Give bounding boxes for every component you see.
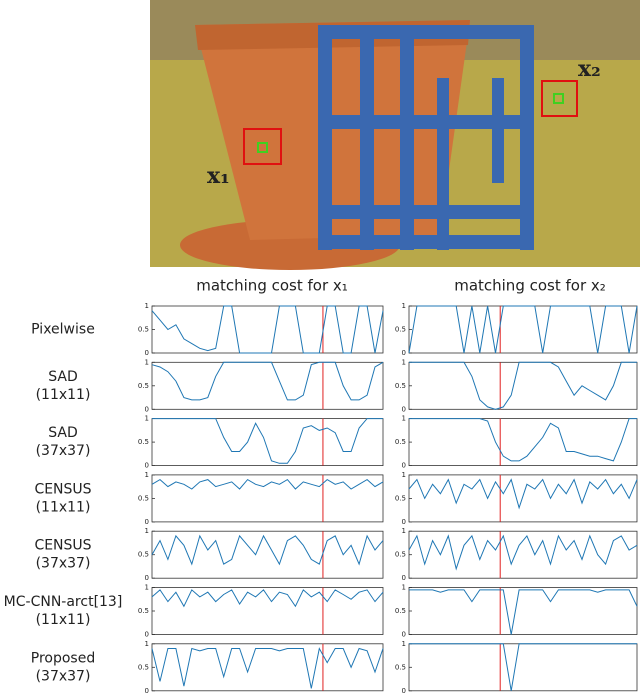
cost-curve bbox=[409, 418, 637, 462]
y-tick-label: 0.5 bbox=[395, 551, 406, 559]
plot-frame bbox=[151, 474, 384, 523]
row-label: Proposed bbox=[31, 650, 95, 666]
y-tick-label: 1 bbox=[145, 358, 149, 366]
y-tick-label: 0.5 bbox=[138, 663, 149, 671]
y-tick-label: 0 bbox=[145, 462, 149, 470]
plot-frame bbox=[408, 530, 638, 579]
y-tick-label: 0 bbox=[145, 518, 149, 526]
y-tick-label: 0.5 bbox=[395, 494, 406, 502]
cost-curve bbox=[151, 361, 384, 401]
y-tick-label: 0.5 bbox=[395, 326, 406, 334]
plot-frame bbox=[151, 530, 384, 579]
cost-curve bbox=[409, 643, 637, 691]
y-tick-label: 0.5 bbox=[138, 382, 149, 390]
plot-frame bbox=[408, 474, 638, 523]
y-tick-label: 0.5 bbox=[138, 326, 149, 334]
y-tick-label: 1 bbox=[402, 527, 406, 535]
y-tick-label: 0.5 bbox=[395, 382, 406, 390]
plot-frame bbox=[151, 361, 384, 410]
cost-curve bbox=[151, 478, 384, 490]
cost-curve bbox=[408, 305, 638, 354]
y-tick-label: 0 bbox=[145, 631, 149, 639]
row-label: (11x11) bbox=[36, 499, 91, 515]
y-tick-label: 1 bbox=[402, 471, 406, 479]
y-tick-label: 1 bbox=[145, 302, 149, 310]
y-tick-label: 1 bbox=[402, 640, 406, 648]
cost-curve bbox=[409, 589, 638, 635]
cost-curve bbox=[151, 305, 384, 354]
row-label: SAD bbox=[48, 369, 78, 385]
row-label: MC-CNN-arct[13] bbox=[4, 594, 123, 610]
row-label: (11x11) bbox=[36, 387, 91, 403]
y-tick-label: 1 bbox=[145, 527, 149, 535]
plot-frame bbox=[151, 418, 384, 467]
y-tick-label: 0 bbox=[402, 687, 406, 695]
row-label: (37x37) bbox=[36, 668, 91, 684]
row-label: Pixelwise bbox=[31, 322, 95, 338]
y-tick-label: 0.5 bbox=[138, 438, 149, 446]
plot-frame bbox=[151, 643, 384, 692]
row-label: CENSUS bbox=[34, 481, 91, 497]
y-tick-label: 0.5 bbox=[395, 607, 406, 615]
y-tick-label: 0 bbox=[145, 574, 149, 582]
photo-label: x₂ bbox=[578, 56, 601, 82]
y-tick-label: 0 bbox=[145, 349, 149, 357]
column-header: matching cost for x₁ bbox=[196, 277, 348, 295]
y-tick-label: 0.5 bbox=[395, 663, 406, 671]
y-tick-label: 0.5 bbox=[138, 607, 149, 615]
y-tick-label: 0 bbox=[402, 462, 406, 470]
plot-frame bbox=[151, 305, 384, 354]
cost-curve bbox=[151, 647, 384, 689]
cost-curve bbox=[408, 478, 638, 510]
cost-curve bbox=[151, 589, 384, 608]
plot-frame bbox=[408, 587, 638, 635]
plot-frame bbox=[408, 305, 638, 354]
y-tick-label: 1 bbox=[145, 471, 149, 479]
y-tick-label: 1 bbox=[402, 302, 406, 310]
y-tick-label: 0 bbox=[402, 574, 406, 582]
y-tick-label: 1 bbox=[402, 358, 406, 366]
y-tick-label: 1 bbox=[145, 415, 149, 423]
plot-frame bbox=[408, 361, 638, 410]
y-tick-label: 0.5 bbox=[138, 551, 149, 559]
y-tick-label: 0 bbox=[402, 349, 406, 357]
row-label: CENSUS bbox=[34, 538, 91, 554]
row-label: (11x11) bbox=[36, 612, 91, 628]
y-tick-label: 0 bbox=[402, 631, 406, 639]
y-tick-label: 0 bbox=[402, 405, 406, 413]
row-label: SAD bbox=[48, 425, 78, 441]
y-tick-label: 1 bbox=[402, 584, 406, 592]
cost-curve bbox=[151, 534, 384, 566]
y-tick-label: 1 bbox=[145, 640, 149, 648]
column-header: matching cost for x₂ bbox=[454, 277, 606, 295]
y-tick-label: 0 bbox=[402, 518, 406, 526]
photo: x₁ x₂ bbox=[150, 0, 640, 270]
row-label: (37x37) bbox=[36, 556, 91, 572]
y-tick-label: 1 bbox=[145, 584, 149, 592]
cost-curve bbox=[152, 418, 383, 464]
cost-curve bbox=[409, 361, 637, 410]
row-label: (37x37) bbox=[36, 443, 91, 459]
y-tick-label: 0 bbox=[145, 687, 149, 695]
y-tick-label: 0 bbox=[145, 405, 149, 413]
plot-frame bbox=[408, 643, 638, 692]
cost-curve bbox=[408, 534, 638, 571]
photo-label: x₁ bbox=[207, 163, 230, 189]
plot-frame bbox=[151, 587, 384, 635]
y-tick-label: 0.5 bbox=[138, 494, 149, 502]
y-tick-label: 1 bbox=[402, 415, 406, 423]
y-tick-label: 0.5 bbox=[395, 438, 406, 446]
